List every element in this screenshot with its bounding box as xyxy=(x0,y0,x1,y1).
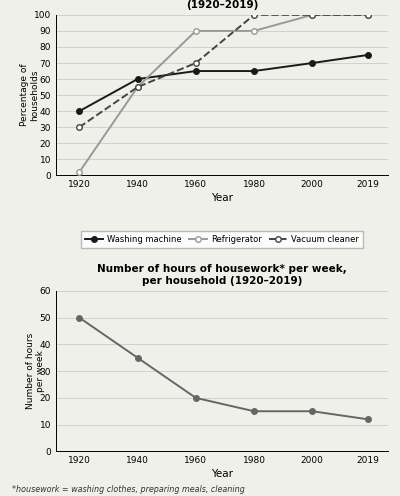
X-axis label: Year: Year xyxy=(211,193,233,203)
Y-axis label: Number of hours
per week: Number of hours per week xyxy=(26,333,45,409)
Legend: Washing machine, Refrigerator, Vacuum cleaner: Washing machine, Refrigerator, Vacuum cl… xyxy=(81,231,363,248)
Y-axis label: Percentage of
households: Percentage of households xyxy=(20,64,40,126)
Title: Percentage of households with electrical appliances
(1920–2019): Percentage of households with electrical… xyxy=(68,0,376,10)
Text: *housework = washing clothes, preparing meals, cleaning: *housework = washing clothes, preparing … xyxy=(12,485,245,494)
Title: Number of hours of housework* per week,
per household (1920–2019): Number of hours of housework* per week, … xyxy=(97,264,347,286)
X-axis label: Year: Year xyxy=(211,469,233,480)
